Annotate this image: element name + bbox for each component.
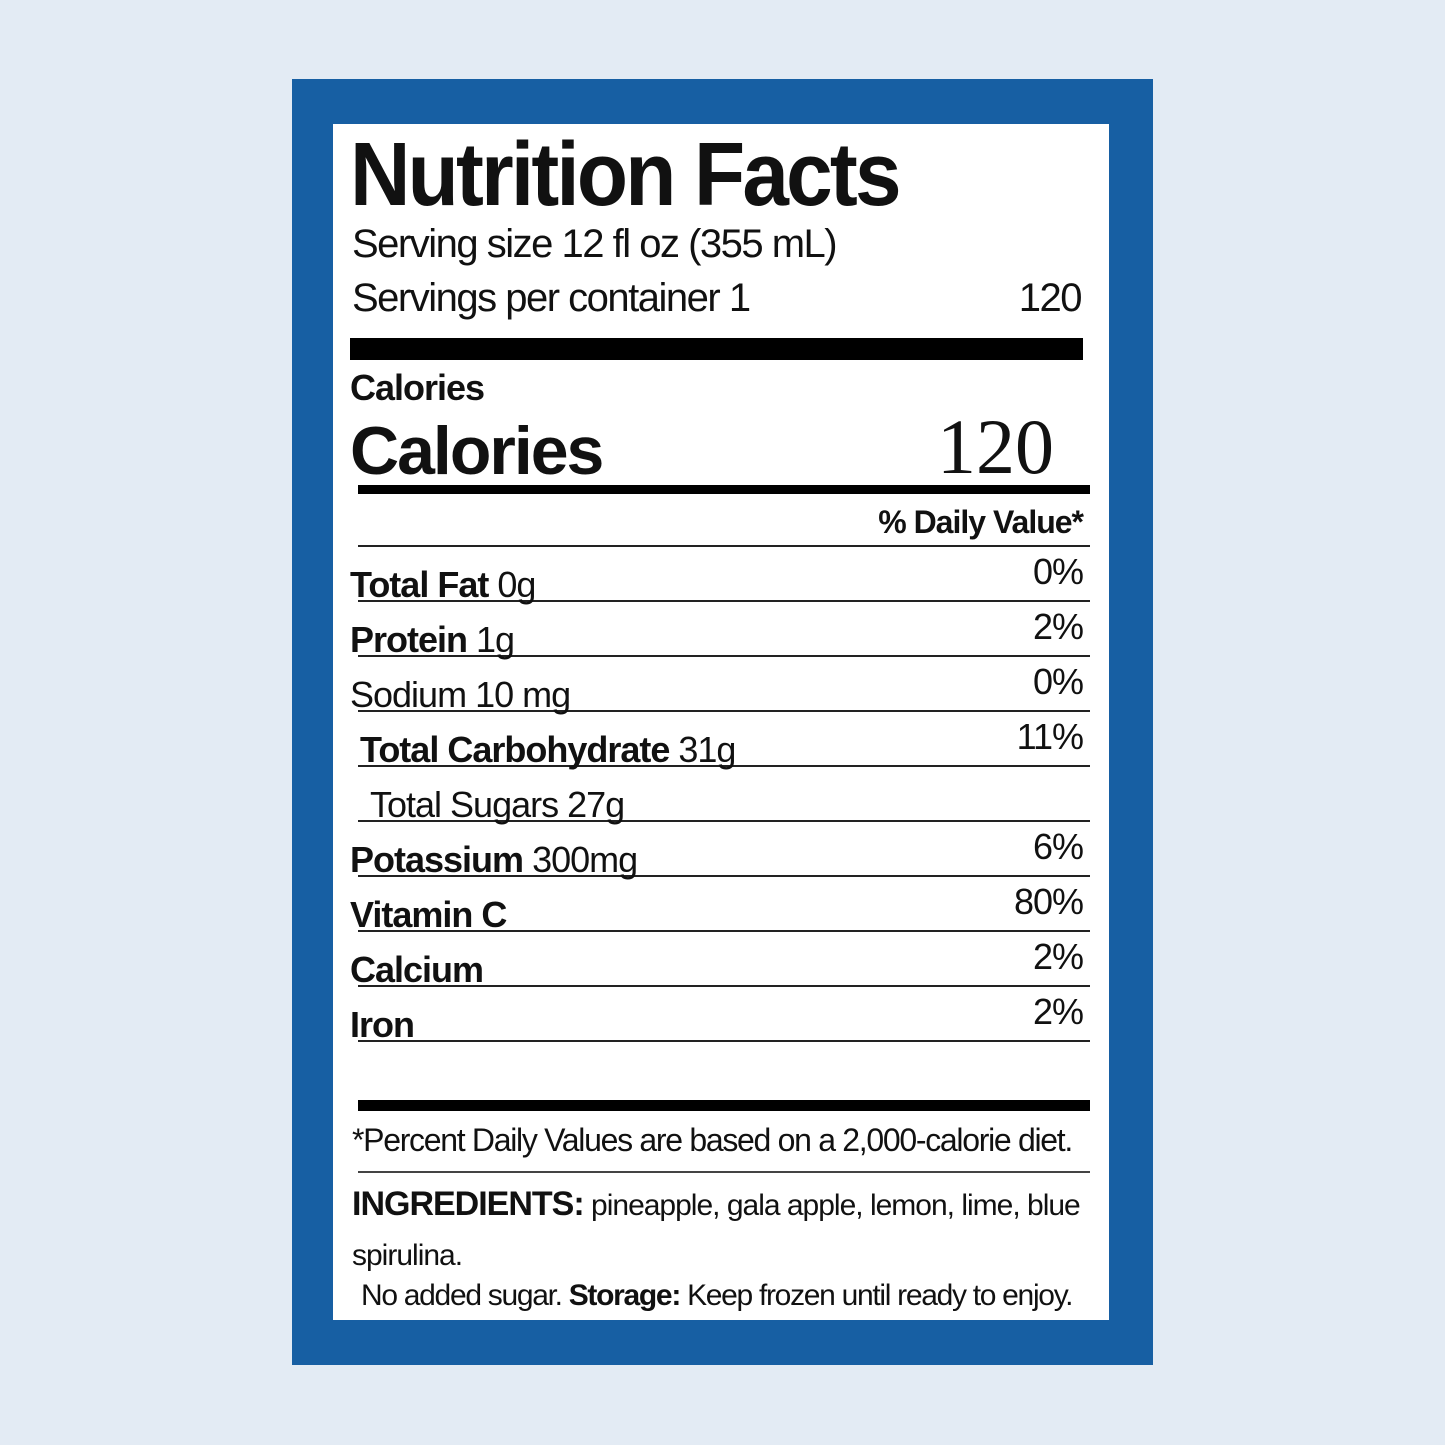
- nutrient-row: Calcium 2%: [350, 932, 1090, 990]
- nutrient-name: Calcium: [350, 949, 484, 990]
- nutrient-name: Total Sugars: [370, 784, 559, 825]
- nutrient-row: Iron 2%: [350, 987, 1090, 1045]
- daily-value: 0%: [1032, 661, 1084, 702]
- rule: [358, 485, 1090, 494]
- nutrient-label: Total Fat 0g: [350, 564, 536, 606]
- storage-text: Keep frozen until ready to enjoy.: [687, 1279, 1073, 1312]
- rule: [358, 1171, 1090, 1173]
- nutrient-name: Vitamin C: [350, 894, 507, 935]
- nutrient-row: Protein 1g 2%: [350, 602, 1090, 660]
- ingredients-label: INGREDIENTS:: [352, 1185, 585, 1223]
- nutrient-name: Potassium: [350, 839, 524, 880]
- daily-value: 6%: [1032, 826, 1084, 867]
- daily-value: 2%: [1032, 606, 1084, 647]
- thick-rule: [358, 1100, 1090, 1111]
- daily-value: 2%: [1032, 991, 1084, 1032]
- nutrient-row: Potassium 300mg 6%: [350, 822, 1090, 880]
- nutrient-label: Total Sugars 27g: [370, 784, 625, 826]
- nutrient-amount: 27g: [567, 784, 625, 825]
- title: Nutrition Facts: [350, 125, 902, 225]
- footnote: *Percent Daily Values are based on a 2,0…: [352, 1122, 1073, 1158]
- nutrient-label: Iron: [350, 1004, 415, 1046]
- nutrient-label: Total Carbohydrate 31g: [360, 729, 736, 771]
- daily-value: 0%: [1032, 551, 1084, 592]
- nutrient-row: Total Sugars 27g: [358, 767, 1090, 825]
- daily-value: 11%: [1016, 716, 1084, 757]
- nutrient-amount: 10 mg: [475, 674, 571, 715]
- ingredients: INGREDIENTS: pineapple, gala apple, lemo…: [352, 1179, 1082, 1281]
- nutrition-label: Nutrition Facts Serving size 12 fl oz (3…: [333, 124, 1109, 1320]
- nutrient-label: Potassium 300mg: [350, 839, 638, 881]
- nutrient-row: Sodium 10 mg 0%: [350, 657, 1090, 715]
- nutrient-amount: 31g: [678, 729, 736, 770]
- nutrient-label: Vitamin C: [350, 894, 507, 936]
- daily-value: 80%: [1013, 881, 1084, 922]
- nutrient-amount: 300mg: [532, 839, 638, 880]
- nutrient-name: Total Carbohydrate: [360, 729, 670, 770]
- ingredients-text: pineapple, gala apple, lemon, lime, blue…: [352, 1189, 1081, 1272]
- nutrient-label: Sodium 10 mg: [350, 674, 571, 716]
- nutrient-row: Total Carbohydrate 31g 11%: [358, 712, 1090, 770]
- storage: No added sugar. Storage: Keep frozen unt…: [361, 1279, 1074, 1313]
- storage-note: No added sugar.: [361, 1279, 563, 1312]
- calories-label: Calories: [350, 413, 604, 489]
- daily-value-heading: % Daily Value*: [878, 504, 1084, 540]
- daily-value: 2%: [1032, 936, 1084, 977]
- nutrient-row: Total Fat 0g 0%: [350, 547, 1090, 605]
- nutrient-name: Protein: [350, 619, 468, 660]
- calories-small-label: Calories: [350, 367, 485, 408]
- thick-rule: [350, 338, 1083, 360]
- storage-label: Storage:: [568, 1279, 682, 1312]
- servings-value: 120: [1018, 276, 1083, 320]
- nutrient-amount: 1g: [476, 619, 515, 660]
- serving-size: Serving size 12 fl oz (355 mL): [352, 222, 838, 266]
- nutrient-label: Protein 1g: [350, 619, 515, 661]
- nutrient-label: Calcium: [350, 949, 484, 991]
- nutrient-name: Total Fat: [350, 564, 489, 605]
- nutrient-list: Total Fat 0g 0% Protein 1g 2% Sodium 10 mg 0%…: [350, 545, 1090, 1045]
- nutrient-name: Iron: [350, 1004, 415, 1045]
- nutrient-row: Vitamin C 80%: [350, 877, 1090, 935]
- nutrient-name: Sodium: [350, 674, 467, 715]
- nutrient-amount: 0g: [497, 564, 536, 605]
- calories-value: 120: [937, 403, 1054, 490]
- servings-per-container: Servings per container 1: [352, 276, 751, 320]
